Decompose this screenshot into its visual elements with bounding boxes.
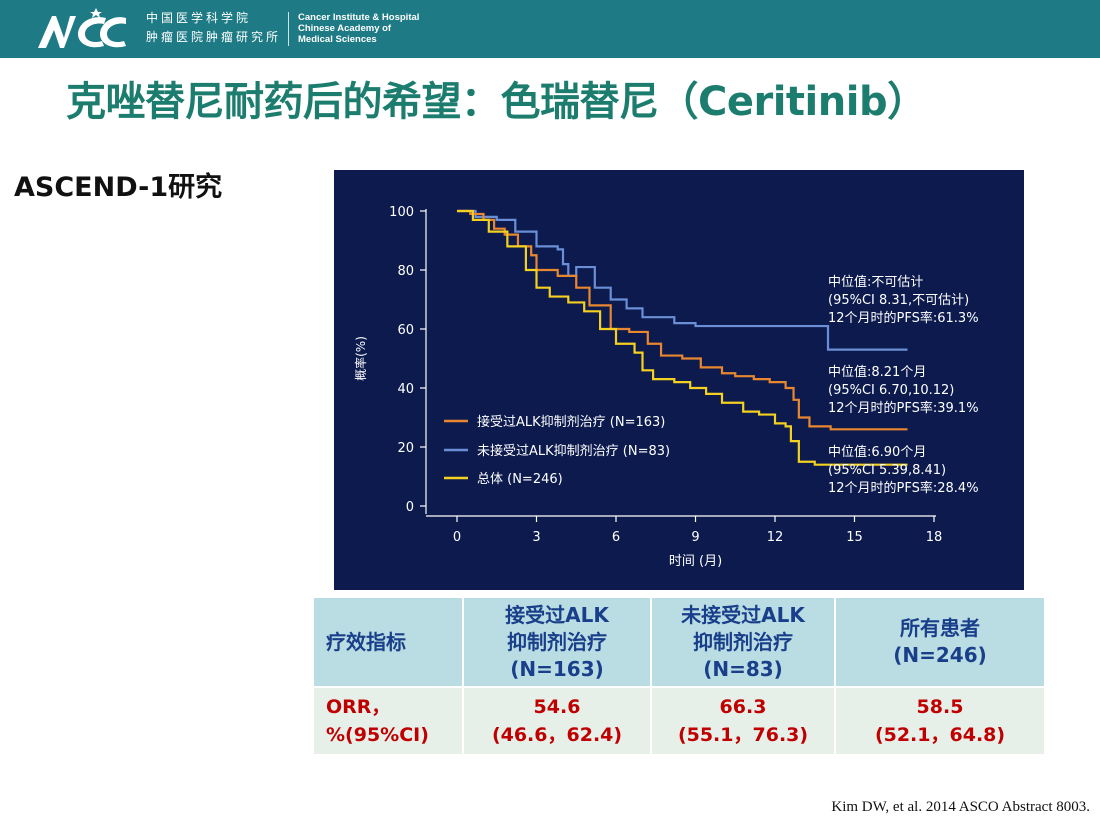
y-axis-label: 概率(%) <box>353 336 368 381</box>
cell-pretreated: 54.6 (46.6，62.4) <box>462 686 652 756</box>
cell-line: %(95%CI) <box>326 724 429 746</box>
header-line: 抑制剂治疗 <box>507 629 607 654</box>
x-tick-label: 12 <box>767 530 784 545</box>
cell-ci: (46.6，62.4) <box>491 724 623 746</box>
logo-en-line: Chinese Academy of <box>298 23 392 34</box>
table-header-row: 疗效指标 接受过ALK 抑制剂治疗 (N=163) 未接受过ALK 抑制剂治疗 … <box>312 596 1046 688</box>
header-line: 抑制剂治疗 <box>693 629 793 654</box>
header-line: (N=246) <box>893 643 987 667</box>
header-cell-naive: 未接受过ALK 抑制剂治疗 (N=83) <box>650 596 836 688</box>
row-label-orr: ORR， %(95%CI) <box>312 686 464 756</box>
header-line: 接受过ALK <box>505 602 609 627</box>
median-annotation: 12个月时的PFS率:61.3% <box>828 310 979 326</box>
logo-english-name: Cancer Institute & Hospital Chinese Acad… <box>298 12 419 45</box>
km-curve-series-1 <box>457 209 908 351</box>
median-annotation: 中位值:6.90个月 <box>828 444 926 460</box>
header-cell-pretreated: 接受过ALK 抑制剂治疗 (N=163) <box>462 596 652 688</box>
efficacy-table: 疗效指标 接受过ALK 抑制剂治疗 (N=163) 未接受过ALK 抑制剂治疗 … <box>312 596 1046 756</box>
y-tick-label: 80 <box>397 264 414 279</box>
cell-value: 54.6 <box>533 696 581 718</box>
median-annotation: 12个月时的PFS率:39.1% <box>828 400 979 416</box>
x-tick-label: 15 <box>846 530 863 545</box>
slide-title: 克唑替尼耐药后的希望：色瑞替尼（Ceritinib） <box>66 79 927 125</box>
y-tick-label: 0 <box>406 500 414 515</box>
km-curve-series-2 <box>457 209 908 466</box>
legend-entry: 总体 (N=246) <box>477 472 563 487</box>
pfs-chart-panel: 0 20 40 60 80 100 0 3 6 9 12 15 18 时间 (月) 概率(%) 接受过ALK抑… <box>334 170 1024 590</box>
header-line: 疗效指标 <box>326 629 406 654</box>
pfs-chart: 0 20 40 60 80 100 0 3 6 9 12 15 18 时间 (月) 概率(%) 接受过ALK抑… <box>353 205 979 569</box>
header-line: 未接受过ALK <box>681 602 805 627</box>
y-tick-label: 40 <box>397 382 414 397</box>
cell-naive: 66.3 (55.1，76.3) <box>650 686 836 756</box>
logo-chinese-name: 中国医学科学院 肿瘤医院肿瘤研究所 <box>146 9 281 47</box>
header-line: 所有患者 <box>900 616 980 640</box>
cancer-hospital-logo-icon <box>38 8 126 48</box>
logo-en-line: Medical Sciences <box>298 34 377 45</box>
header-line: (N=83) <box>703 656 783 681</box>
cell-value: 58.5 <box>916 696 964 718</box>
logo-divider <box>288 12 289 46</box>
cell-ci: (52.1，64.8) <box>874 724 1006 746</box>
legend-entry: 未接受过ALK抑制剂治疗 (N=83) <box>477 443 670 459</box>
x-tick-label: 9 <box>691 530 699 545</box>
median-annotation: 中位值:8.21个月 <box>828 364 926 380</box>
median-annotation: 12个月时的PFS率:28.4% <box>828 480 979 496</box>
header-line: (N=163) <box>510 656 604 681</box>
header-band: 中国医学科学院 肿瘤医院肿瘤研究所 Cancer Institute & Hos… <box>0 0 1100 58</box>
cell-value: 66.3 <box>719 696 767 718</box>
citation: Kim DW, et al. 2014 ASCO Abstract 8003. <box>831 799 1090 815</box>
y-tick-label: 20 <box>397 441 414 456</box>
x-tick-label: 0 <box>453 530 461 545</box>
x-tick-label: 6 <box>612 530 620 545</box>
logo-cn-line: 中国医学科学院 <box>146 11 252 25</box>
x-axis-label: 时间 (月) <box>669 554 722 569</box>
median-annotation: (95%CI 6.70,10.12) <box>828 383 954 398</box>
logo-cn-line: 肿瘤医院肿瘤研究所 <box>146 30 282 44</box>
logo-en-line: Cancer Institute & Hospital <box>298 12 420 23</box>
header-cell-metric: 疗效指标 <box>312 596 464 688</box>
cell-ci: (55.1，76.3) <box>677 724 809 746</box>
table-row: ORR， %(95%CI) 54.6 (46.6，62.4) 66.3 (55.… <box>312 686 1046 756</box>
header-cell-all: 所有患者 (N=246) <box>834 596 1046 688</box>
x-tick-label: 3 <box>532 530 540 545</box>
median-annotation: (95%CI 8.31,不可估计) <box>828 293 969 308</box>
median-annotation: (95%CI 5.39,8.41) <box>828 463 946 478</box>
km-curve-series-0 <box>457 209 908 431</box>
cell-line: ORR， <box>326 696 391 718</box>
legend-entry: 接受过ALK抑制剂治疗 (N=163) <box>477 414 665 430</box>
y-tick-label: 100 <box>389 205 414 220</box>
y-tick-label: 60 <box>397 323 414 338</box>
cell-all: 58.5 (52.1，64.8) <box>834 686 1046 756</box>
slide-subtitle: ASCEND-1研究 <box>14 172 223 203</box>
median-annotation: 中位值:不可估计 <box>828 274 923 290</box>
x-tick-label: 18 <box>926 530 943 545</box>
